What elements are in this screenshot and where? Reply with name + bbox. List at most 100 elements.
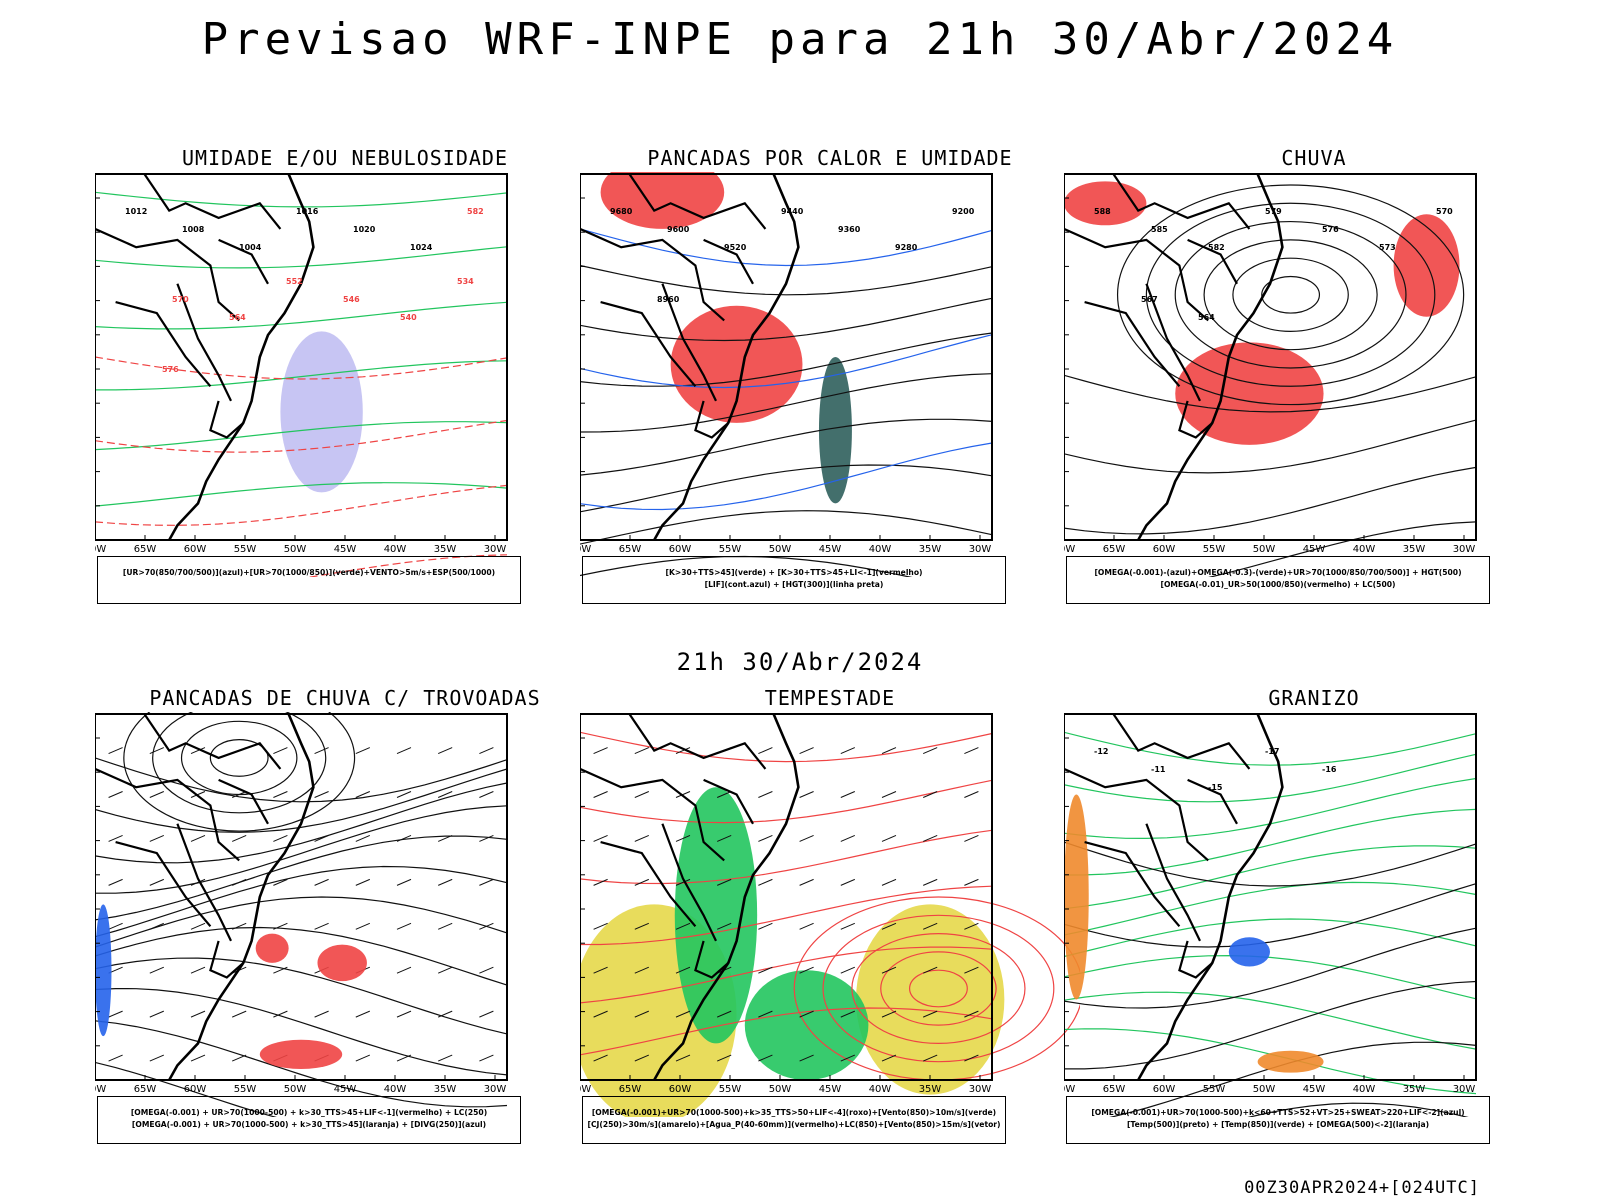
lon-label: 60W (1153, 544, 1176, 555)
border-line (600, 301, 697, 388)
contour-label: 1008 (182, 225, 205, 234)
red-area (255, 933, 289, 963)
border-line (1178, 400, 1214, 439)
page-title: Previsao WRF-INPE para 21h 30/Abr/2024 (201, 14, 1399, 65)
coastline (1137, 173, 1284, 541)
wind-arrow (717, 922, 732, 930)
wind-arrow (799, 878, 814, 886)
legend-caption: [UR>70(850/700/500)](azul)+[UR>70(1000/8… (97, 556, 521, 604)
caption-line: [CJ(250)>30m/s](amarelo)+[Agua_P(40-60mm… (587, 1120, 1001, 1129)
wind-arrow (273, 922, 288, 930)
wind-arrow (149, 834, 164, 842)
lon-label: 40W (869, 1084, 892, 1095)
red-contour (580, 885, 993, 946)
wind-arrow (396, 791, 412, 798)
contour-label: 576 (162, 365, 179, 374)
wind-arrow (314, 922, 329, 930)
border-line (628, 713, 767, 770)
wind-arrow (314, 791, 329, 798)
border-line (1064, 767, 1209, 862)
map-chuva: 12S15S18S21S24S27S30S33S36S39S42S70W65W6… (1064, 173, 1477, 577)
lif-contour (580, 334, 993, 389)
panel-title: CHUVA (1281, 146, 1347, 170)
lif-contour (580, 442, 993, 511)
wind-arrow (479, 791, 494, 798)
wind-arrow (273, 834, 288, 842)
coastline (653, 173, 800, 541)
temp850-contour (1064, 991, 1477, 1050)
wind-arrow (479, 1054, 494, 1062)
lon-label: 70W (1064, 1084, 1075, 1095)
height-contour (580, 332, 993, 387)
wind-arrow (634, 922, 649, 930)
map-frame (580, 173, 993, 541)
contour-label: 588 (1094, 207, 1111, 216)
wind-arrow (479, 878, 494, 886)
border-line (1145, 823, 1201, 942)
contour-label: -17 (1265, 747, 1279, 756)
wind-arrow (923, 834, 938, 842)
caption-line: [OMEGA(-0.001) + UR>70(1000-500) + k>30_… (131, 1120, 487, 1129)
wind-arrow (108, 834, 123, 842)
wind-arrow (479, 834, 494, 842)
wind-arrow (881, 878, 897, 886)
red-area (600, 172, 725, 229)
wind-arrow (675, 1010, 691, 1018)
red-area (670, 305, 803, 423)
lon-label: 70W (95, 544, 106, 555)
height-contour (1064, 374, 1477, 413)
yellow-area (856, 904, 1005, 1095)
caption-line: [UR>70(850/700/500)](azul)+[UR>70(1000/8… (122, 568, 496, 577)
wind-arrow (190, 1054, 206, 1062)
wind-arrow (396, 834, 412, 842)
streamline (95, 957, 508, 1035)
red-contour (580, 779, 993, 824)
panel-title: GRANIZO (1268, 686, 1360, 710)
wind-arrow (273, 1010, 288, 1018)
lon-label: 30W (484, 544, 507, 555)
caption-line: [OMEGA(-0.001)+UR>70(1000-500)+k>35_TTS>… (591, 1108, 997, 1117)
border-line (1178, 940, 1214, 979)
streamline (95, 865, 508, 938)
lon-label: 30W (1453, 1084, 1476, 1095)
border-line (1064, 227, 1209, 322)
lon-label: 50W (284, 1084, 307, 1095)
lon-label: 55W (1203, 544, 1226, 555)
legend-caption: [OMEGA(-0.001)+UR>70(1000-500)+k<60+TTS>… (1066, 1096, 1490, 1144)
height-contour (1261, 275, 1321, 314)
streamline (209, 739, 269, 777)
contour-label: 582 (1208, 243, 1225, 252)
contour-label: 534 (457, 277, 474, 286)
contour-label: -11 (1151, 765, 1166, 774)
streamline (95, 757, 508, 803)
wind-arrow (396, 966, 412, 974)
wind-arrow (190, 922, 206, 930)
temp850-contour (1064, 954, 1477, 1000)
wind-arrow (799, 791, 814, 798)
wind-arrow (396, 878, 412, 886)
panel-granizo: GRANIZO 12S15S18S21S24S27S30S33S36S39S42… (1064, 686, 1564, 1156)
contour-label: 564 (229, 313, 246, 322)
lon-label: 55W (234, 544, 257, 555)
lif-contour (580, 228, 993, 267)
wind-arrow (799, 747, 814, 755)
border-line (143, 173, 282, 230)
blue-area (95, 904, 112, 1037)
wind-arrow (593, 966, 608, 974)
thickness-contour (95, 419, 508, 453)
wind-arrow (593, 1010, 608, 1018)
wind-arrow (438, 922, 453, 930)
wind-arrow (964, 922, 979, 930)
streamline (95, 805, 508, 894)
border-line (628, 173, 767, 230)
caption-line: [OMEGA(-0.001) + UR>70(1000-500) + k>30_… (130, 1108, 488, 1117)
height-contour (1064, 419, 1477, 474)
wind-arrow (273, 966, 288, 974)
coastline (1137, 713, 1284, 1081)
panel-title: PANCADAS POR CALOR E UMIDADE (647, 146, 1013, 170)
wind-arrow (108, 747, 123, 755)
lon-label: 50W (1253, 544, 1276, 555)
contour-label: 579 (1265, 207, 1282, 216)
wind-arrow (593, 791, 608, 798)
wind-arrow (149, 747, 164, 755)
